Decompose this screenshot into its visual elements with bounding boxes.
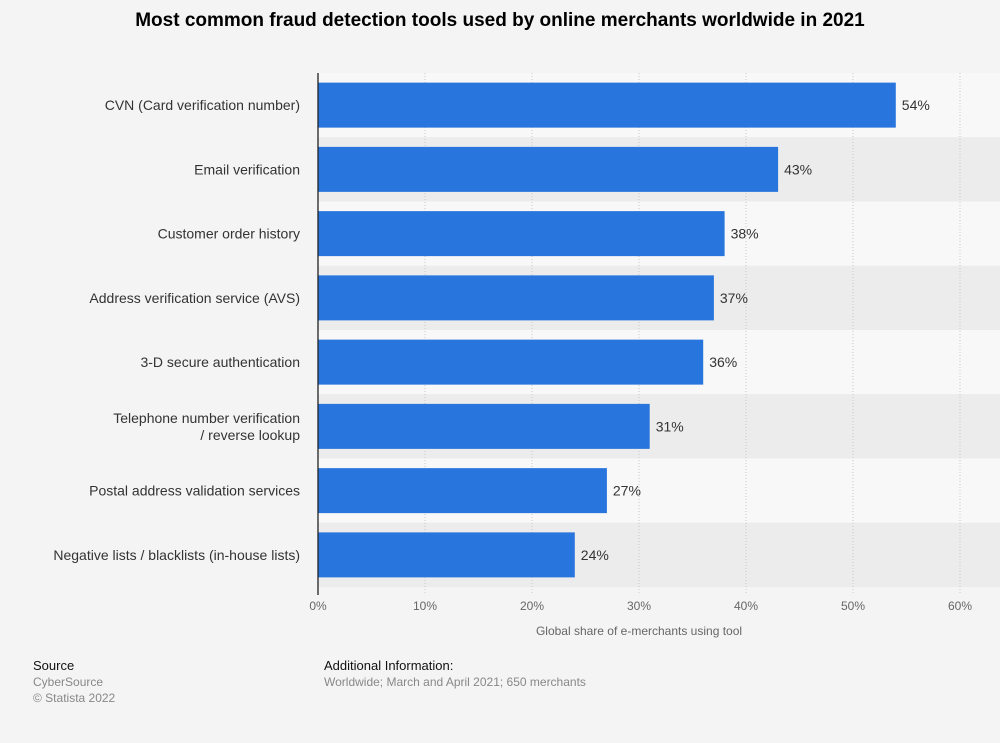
data-label: 27% xyxy=(613,483,641,499)
x-tick-label: 50% xyxy=(841,599,865,613)
category-label: Email verification xyxy=(194,161,300,177)
info-heading: Additional Information: xyxy=(324,658,454,673)
source-name[interactable]: CyberSource xyxy=(33,675,104,689)
bar xyxy=(318,211,725,257)
bar xyxy=(318,339,704,385)
data-label: 36% xyxy=(709,354,737,370)
category-label: 3-D secure authentication xyxy=(140,354,300,370)
category-label: CVN (Card verification number) xyxy=(105,97,300,113)
bar xyxy=(318,82,896,128)
data-label: 37% xyxy=(720,290,748,306)
x-tick-label: 60% xyxy=(948,599,972,613)
source-heading: Source xyxy=(33,658,75,673)
chart-title: Most common fraud detection tools used b… xyxy=(135,10,865,31)
category-label: Address verification service (AVS) xyxy=(89,290,300,306)
x-tick-label: 40% xyxy=(734,599,758,613)
info-text: Worldwide; March and April 2021; 650 mer… xyxy=(324,675,586,689)
bar xyxy=(318,468,607,514)
x-tick-label: 0% xyxy=(309,599,327,613)
category-label: Postal address validation services xyxy=(89,483,300,499)
category-label: / reverse lookup xyxy=(200,427,300,443)
bar xyxy=(318,403,650,449)
data-label: 24% xyxy=(581,547,609,563)
bar xyxy=(318,146,779,192)
bar xyxy=(318,532,575,578)
info-block: Additional Information: Worldwide; March… xyxy=(324,658,586,690)
data-label: 31% xyxy=(656,418,684,434)
x-tick-label: 10% xyxy=(413,599,437,613)
x-axis-title: Global share of e-merchants using tool xyxy=(536,624,742,638)
x-tick-label: 20% xyxy=(520,599,544,613)
data-label: 43% xyxy=(784,161,812,177)
data-label: 38% xyxy=(731,226,759,242)
category-label: Telephone number verification xyxy=(113,410,300,426)
bar xyxy=(318,275,714,321)
source-block: Source CyberSource © Statista 2022 xyxy=(33,658,115,706)
category-label: Customer order history xyxy=(158,226,300,242)
category-label: Negative lists / blacklists (in-house li… xyxy=(53,547,300,563)
copyright: © Statista 2022 xyxy=(33,691,116,705)
data-label: 54% xyxy=(902,97,930,113)
x-tick-label: 30% xyxy=(627,599,651,613)
